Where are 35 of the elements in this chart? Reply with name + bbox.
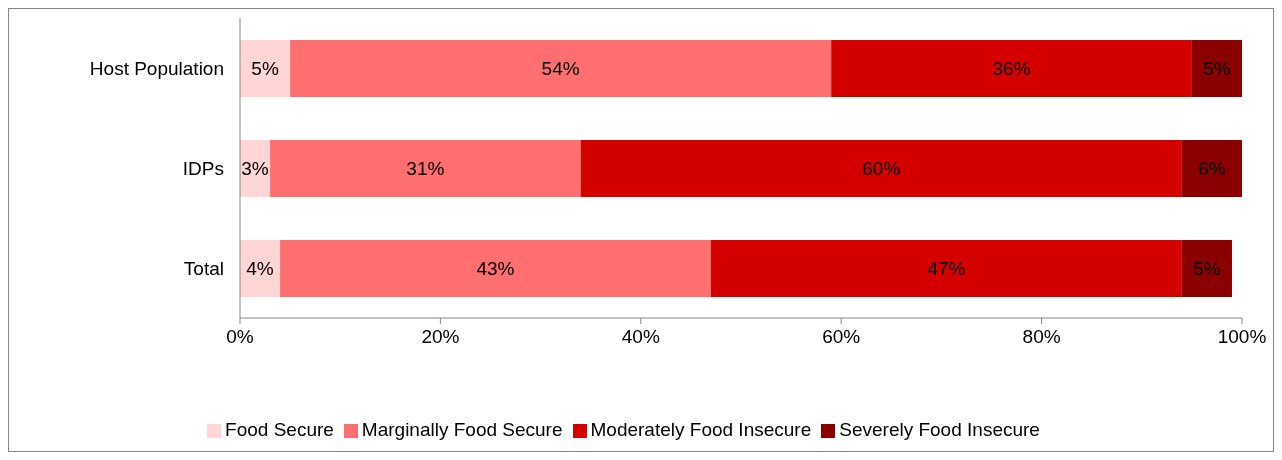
data-label: 54% (541, 58, 580, 79)
bar (1191, 40, 1242, 97)
bar (270, 140, 581, 197)
bar (240, 40, 291, 97)
y-tick-label: Total (183, 257, 224, 279)
data-label: 3% (241, 158, 269, 179)
bar (580, 140, 1182, 197)
data-label: 5% (251, 58, 279, 79)
x-tick-label: 60% (822, 326, 861, 348)
x-tick-label: 100% (1217, 326, 1267, 348)
y-tick-label: Host Population (89, 57, 224, 79)
data-label: 60% (862, 158, 901, 179)
data-label: 5% (1203, 58, 1231, 79)
x-tick-label: 20% (421, 326, 460, 348)
x-tick-label: 80% (1022, 326, 1061, 348)
bar (831, 40, 1192, 97)
legend-label: Severely Food Insecure (839, 419, 1040, 440)
legend-label: Moderately Food Insecure (590, 419, 812, 440)
data-label: 36% (992, 58, 1031, 79)
data-label: 47% (927, 258, 966, 279)
bar (280, 240, 711, 297)
data-label: 43% (476, 258, 515, 279)
x-tick-label: 40% (621, 326, 660, 348)
bar (710, 240, 1182, 297)
data-label: 31% (406, 158, 445, 179)
legend-label: Marginally Food Secure (361, 419, 563, 440)
data-label: 6% (1198, 158, 1226, 179)
y-tick-label: IDPs (182, 157, 224, 179)
bar (1181, 140, 1242, 197)
data-label: 4% (246, 258, 274, 279)
legend-label: Food Secure (225, 419, 334, 440)
x-tick-label: 0% (226, 326, 254, 348)
bar (1181, 240, 1232, 297)
bar (290, 40, 832, 97)
data-label: 5% (1193, 258, 1221, 279)
